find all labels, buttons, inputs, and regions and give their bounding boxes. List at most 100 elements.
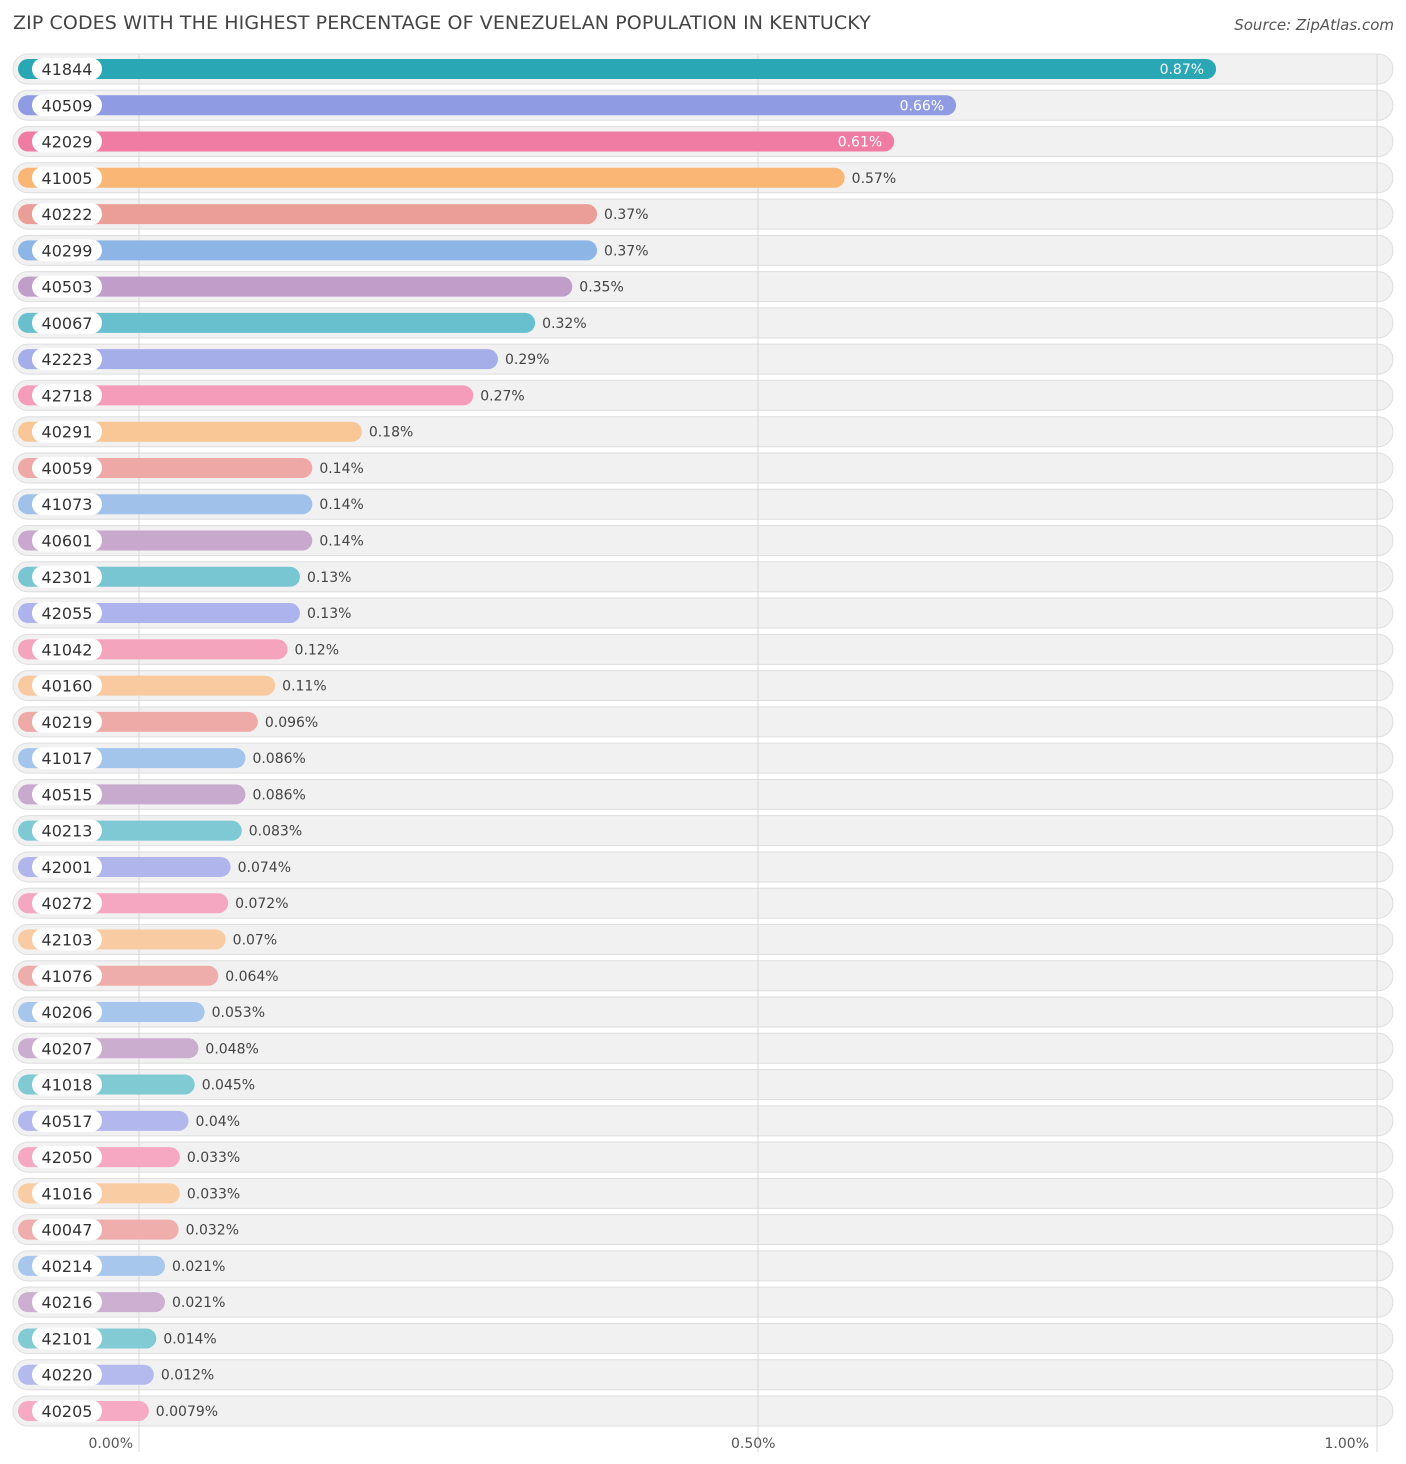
bar-row: 40517 0.04% [18, 1109, 240, 1132]
bar-row: 40299 0.37% [18, 239, 649, 262]
category-label-pill [32, 1363, 102, 1386]
category-label: 41018 [42, 1076, 93, 1095]
bar-row: 42301 0.13% [18, 565, 351, 588]
row-background [12, 996, 1394, 1028]
category-label-pill [32, 493, 102, 516]
category-label: 40601 [42, 532, 93, 551]
bar [18, 204, 598, 225]
category-label: 40214 [42, 1257, 93, 1276]
bar-row: 41042 0.12% [18, 638, 339, 661]
bar-row: 40509 0.66% [18, 94, 957, 117]
data-label: 0.048% [205, 1041, 258, 1057]
category-label: 40222 [42, 205, 93, 224]
row-background [12, 778, 1394, 810]
category-label-pill [32, 275, 102, 298]
bar-row: 40067 0.32% [18, 311, 587, 334]
row-background [12, 815, 1394, 847]
category-label: 41005 [42, 169, 93, 188]
category-label-pill [32, 928, 102, 951]
data-label: 0.12% [295, 642, 339, 658]
category-label: 42103 [42, 930, 93, 949]
data-label: 0.87% [1160, 62, 1204, 78]
bar-row: 40272 0.072% [18, 892, 289, 915]
bar-row: 41018 0.045% [18, 1073, 255, 1096]
row-background [12, 1214, 1394, 1246]
category-label-pill [32, 1001, 102, 1024]
category-label: 40219 [42, 713, 93, 732]
category-label-pill [32, 456, 102, 479]
data-label: 0.37% [604, 207, 648, 223]
category-label: 40213 [42, 822, 93, 841]
category-label-pill [32, 1399, 102, 1422]
row-background [12, 1069, 1394, 1101]
category-label: 40216 [42, 1293, 93, 1312]
category-label: 41017 [42, 749, 93, 768]
category-label-pill [32, 1073, 102, 1096]
category-label: 41016 [42, 1184, 93, 1203]
bar-row: 40222 0.37% [18, 203, 649, 226]
category-label-pill [32, 710, 102, 733]
data-label: 0.07% [233, 932, 277, 948]
row-background [12, 1250, 1394, 1282]
category-label-pill [32, 1037, 102, 1060]
category-label: 42718 [42, 386, 93, 405]
category-label-pill [32, 1182, 102, 1205]
category-label: 42001 [42, 858, 93, 877]
bar-row: 41005 0.57% [18, 166, 896, 189]
category-label-pill [32, 166, 102, 189]
bar-row: 40291 0.18% [18, 420, 413, 443]
bar-row: 40214 0.021% [18, 1254, 225, 1277]
data-label: 0.012% [161, 1368, 214, 1384]
data-label: 0.0079% [156, 1404, 218, 1420]
category-label: 40205 [42, 1402, 93, 1421]
bar [18, 240, 598, 261]
data-label: 0.064% [225, 969, 278, 985]
bar [18, 312, 536, 333]
data-label: 0.045% [202, 1078, 255, 1094]
row-background [12, 960, 1394, 992]
bar-row: 40503 0.35% [18, 275, 624, 298]
data-label: 0.37% [604, 243, 648, 259]
bar-row: 40601 0.14% [18, 529, 364, 552]
bar-row: 40220 0.012% [18, 1363, 214, 1386]
bar [18, 167, 845, 188]
category-label: 40160 [42, 677, 93, 696]
data-label: 0.14% [319, 534, 363, 550]
category-label-pill [32, 1291, 102, 1314]
data-label: 0.13% [307, 570, 351, 586]
bar-row: 40206 0.053% [18, 1001, 265, 1024]
data-label: 0.61% [838, 135, 882, 151]
category-label: 42029 [42, 133, 93, 152]
category-label: 41076 [42, 967, 93, 986]
category-label: 41844 [42, 60, 93, 79]
bar-row: 41017 0.086% [18, 747, 306, 770]
data-label: 0.086% [252, 787, 305, 803]
bar-row: 42103 0.07% [18, 928, 277, 951]
category-label: 42301 [42, 568, 93, 587]
data-label: 0.096% [265, 715, 318, 731]
category-label-pill [32, 747, 102, 770]
bar [18, 276, 573, 297]
chart-title: ZIP CODES WITH THE HIGHEST PERCENTAGE OF… [13, 12, 871, 34]
category-label: 40509 [42, 96, 93, 115]
source-note: Source: ZipAtlas.com [1234, 16, 1394, 34]
category-label: 42101 [42, 1329, 93, 1348]
data-label: 0.27% [480, 388, 524, 404]
bar [18, 349, 499, 370]
category-label-pill [32, 311, 102, 334]
category-label: 40517 [42, 1112, 93, 1131]
x-tick-label: 0.00% [89, 1436, 133, 1452]
category-label-pill [32, 892, 102, 915]
data-label: 0.11% [282, 679, 326, 695]
bar [18, 59, 1217, 79]
category-label-pill [32, 94, 102, 117]
category-label-pill [32, 964, 102, 987]
row-background [12, 887, 1394, 919]
row-background [12, 1105, 1394, 1137]
category-label-pill [32, 58, 102, 80]
data-label: 0.021% [172, 1259, 225, 1275]
category-label-pill [32, 602, 102, 625]
data-label: 0.35% [579, 280, 623, 296]
bar-row: 42101 0.014% [18, 1327, 217, 1350]
